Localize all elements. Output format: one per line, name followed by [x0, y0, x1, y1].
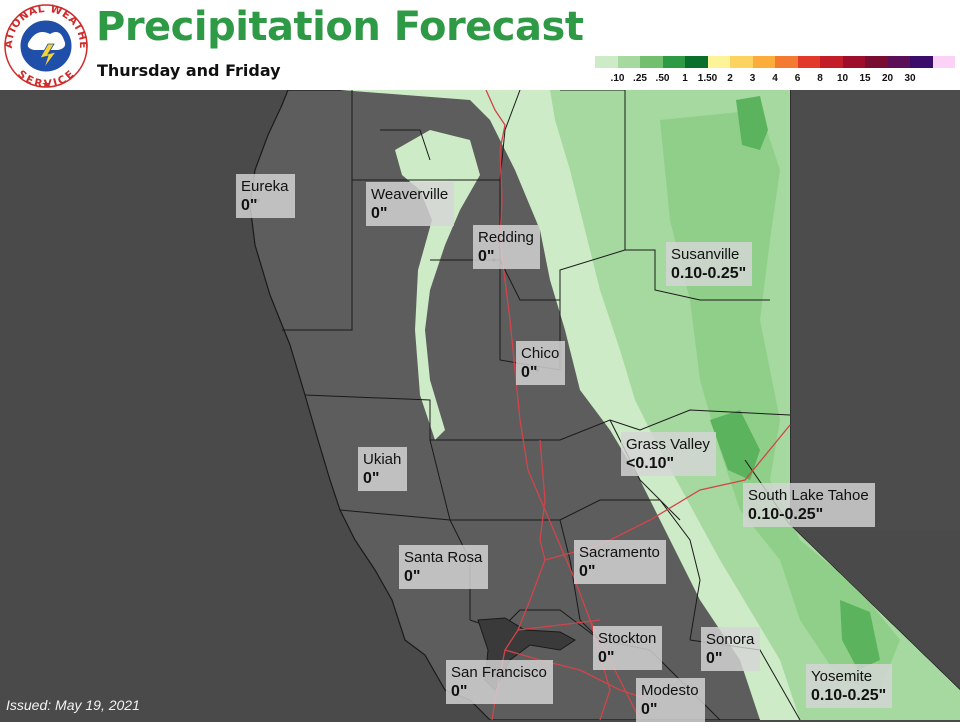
nws-logo-icon: NATIONAL WEATHER SERVICE: [4, 4, 88, 88]
legend-swatch: [932, 56, 955, 68]
city-label-south-lake-tahoe: South Lake Tahoe 0.10-0.25": [743, 483, 875, 527]
city-amount: 0": [478, 248, 495, 265]
issued-date: Issued: May 19, 2021: [6, 697, 140, 713]
legend-swatch: [887, 56, 910, 68]
page-title: Precipitation Forecast: [96, 4, 584, 50]
city-label-stockton: Stockton 0": [593, 626, 663, 670]
city-amount: 0": [641, 701, 658, 718]
legend-labels: .10 .25 .50 1 1.50 2 3 4 6 8 10 15 20 30: [595, 73, 955, 89]
legend-swatch: [775, 56, 798, 68]
city-label-ukiah: Ukiah 0": [358, 447, 408, 491]
city-name: Eureka: [241, 178, 289, 195]
legend-label: 15: [859, 73, 871, 84]
city-label-weaverville: Weaverville 0": [366, 182, 455, 226]
legend-swatch: [910, 56, 933, 68]
legend-swatch: [865, 56, 888, 68]
city-name: Sonora: [706, 631, 755, 648]
city-label-redding: Redding 0": [473, 225, 540, 269]
city-label-sonora: Sonora 0": [701, 627, 761, 671]
city-name: Modesto: [641, 682, 699, 699]
legend-label: 20: [881, 73, 894, 84]
city-name: Grass Valley: [626, 436, 710, 453]
city-label-modesto: Modesto 0": [636, 678, 705, 722]
legend-label: 6: [794, 73, 801, 84]
city-name: San Francisco: [451, 664, 547, 681]
city-amount: 0.10-0.25": [671, 265, 747, 282]
city-label-santa-rosa: Santa Rosa 0": [399, 545, 489, 589]
city-label-eureka: Eureka 0": [236, 174, 295, 218]
legend-label: .50: [655, 73, 670, 84]
city-amount: 0": [363, 470, 380, 487]
legend-swatch: [595, 56, 618, 68]
legend-label: .10: [610, 73, 625, 84]
legend-swatch: [640, 56, 663, 68]
city-name: Redding: [478, 229, 534, 246]
legend-label: 2: [727, 73, 733, 84]
legend-color-scale: [595, 56, 955, 68]
precip-legend: .10 .25 .50 1 1.50 2 3 4 6 8 10 15 20 30: [595, 56, 955, 90]
city-amount: 0": [579, 563, 596, 580]
legend-swatch: [752, 56, 775, 68]
city-amount: 0": [706, 650, 723, 667]
city-name: Sacramento: [579, 544, 660, 561]
city-amount: 0.10-0.25": [748, 506, 824, 523]
legend-swatch: [842, 56, 865, 68]
city-amount: 0.10-0.25": [811, 687, 887, 704]
city-amount: 0": [521, 364, 538, 381]
city-amount: 0": [404, 568, 421, 585]
city-amount: <0.10": [626, 455, 675, 472]
legend-label: 4: [772, 73, 778, 84]
page-subtitle: Thursday and Friday: [97, 61, 281, 80]
legend-swatch: [820, 56, 843, 68]
forecast-map: [0, 90, 960, 720]
legend-swatch: [662, 56, 685, 68]
city-label-susanville: Susanville 0.10-0.25": [666, 242, 753, 286]
legend-swatch: [797, 56, 820, 68]
legend-swatch: [617, 56, 640, 68]
city-name: Santa Rosa: [404, 549, 483, 566]
precip-band-trinity-light: [395, 130, 480, 440]
out-of-area-east: [790, 90, 960, 530]
city-label-san-francisco: San Francisco 0": [446, 660, 553, 704]
city-amount: 0": [371, 205, 388, 222]
city-label-grass-valley: Grass Valley <0.10": [621, 432, 716, 476]
city-label-yosemite: Yosemite 0.10-0.25": [806, 664, 893, 708]
legend-swatch: [707, 56, 730, 68]
legend-label: 3: [749, 73, 756, 84]
legend-swatch: [685, 56, 708, 68]
city-amount: 0": [451, 683, 468, 700]
city-name: Ukiah: [363, 451, 402, 468]
legend-label: 10: [836, 73, 849, 84]
legend-label: 1: [682, 73, 688, 84]
legend-label: .25: [633, 73, 647, 84]
precip-band-heaviest: [710, 96, 880, 670]
city-label-chico: Chico 0": [516, 341, 566, 385]
city-amount: 0": [598, 649, 615, 666]
legend-label: 30: [904, 73, 916, 84]
header-banner: NATIONAL WEATHER SERVICE Precipitation F…: [0, 0, 960, 91]
city-name: South Lake Tahoe: [748, 487, 869, 504]
city-name: Stockton: [598, 630, 657, 647]
city-name: Weaverville: [371, 186, 449, 203]
city-name: Susanville: [671, 246, 740, 263]
city-label-sacramento: Sacramento 0": [574, 540, 666, 584]
legend-label: 1.50: [697, 73, 718, 84]
city-name: Chico: [521, 345, 560, 362]
city-amount: 0": [241, 197, 258, 214]
legend-swatch: [730, 56, 753, 68]
city-name: Yosemite: [811, 668, 873, 685]
legend-label: 8: [817, 73, 823, 84]
